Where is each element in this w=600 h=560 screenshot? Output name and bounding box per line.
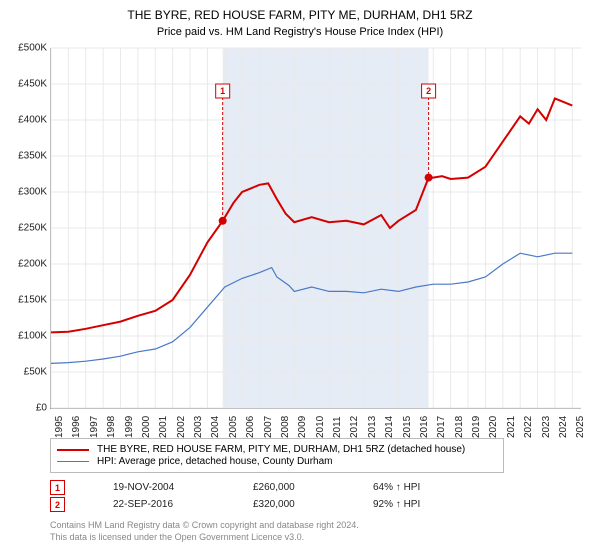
- x-tick-label: 2015: [402, 416, 413, 438]
- legend-swatch: [57, 449, 89, 451]
- y-tick-label: £250K: [18, 223, 47, 234]
- sale-marker: 1: [50, 480, 65, 495]
- x-tick-label: 2012: [349, 416, 360, 438]
- footer-line: Contains HM Land Registry data © Crown c…: [50, 520, 359, 532]
- footer: Contains HM Land Registry data © Crown c…: [50, 520, 359, 543]
- svg-text:1: 1: [220, 86, 225, 96]
- sale-price: £260,000: [253, 482, 343, 493]
- sales-row: 2 22-SEP-2016 £320,000 92% ↑ HPI: [50, 497, 450, 512]
- x-tick-label: 2016: [419, 416, 430, 438]
- y-tick-label: £50K: [24, 367, 47, 378]
- legend: THE BYRE, RED HOUSE FARM, PITY ME, DURHA…: [50, 438, 504, 473]
- y-tick-label: £500K: [18, 43, 47, 54]
- x-tick-label: 1995: [54, 416, 65, 438]
- x-tick-label: 1996: [71, 416, 82, 438]
- y-tick-label: £150K: [18, 295, 47, 306]
- legend-label: HPI: Average price, detached house, Coun…: [97, 456, 333, 467]
- x-tick-label: 1997: [89, 416, 100, 438]
- x-tick-label: 2022: [523, 416, 534, 438]
- y-tick-label: £100K: [18, 331, 47, 342]
- x-tick-label: 2011: [332, 416, 343, 438]
- x-tick-label: 2013: [367, 416, 378, 438]
- svg-text:2: 2: [426, 86, 431, 96]
- page-title: THE BYRE, RED HOUSE FARM, PITY ME, DURHA…: [0, 0, 600, 24]
- legend-item: HPI: Average price, detached house, Coun…: [57, 456, 497, 467]
- x-tick-label: 2007: [263, 416, 274, 438]
- page-subtitle: Price paid vs. HM Land Registry's House …: [0, 24, 600, 38]
- y-tick-label: £300K: [18, 187, 47, 198]
- sale-pct: 92% ↑ HPI: [373, 499, 420, 510]
- x-tick-label: 2017: [436, 416, 447, 438]
- x-tick-label: 2020: [488, 416, 499, 438]
- y-tick-label: £450K: [18, 79, 47, 90]
- sale-date: 22-SEP-2016: [113, 499, 223, 510]
- legend-item: THE BYRE, RED HOUSE FARM, PITY ME, DURHA…: [57, 444, 497, 455]
- x-tick-label: 2014: [384, 416, 395, 438]
- x-tick-label: 2021: [506, 416, 517, 438]
- legend-label: THE BYRE, RED HOUSE FARM, PITY ME, DURHA…: [97, 444, 465, 455]
- y-tick-label: £350K: [18, 151, 47, 162]
- x-tick-label: 2008: [280, 416, 291, 438]
- x-tick-label: 2009: [297, 416, 308, 438]
- y-tick-label: £400K: [18, 115, 47, 126]
- x-tick-label: 2023: [541, 416, 552, 438]
- x-tick-label: 2001: [158, 416, 169, 438]
- sales-row: 1 19-NOV-2004 £260,000 64% ↑ HPI: [50, 480, 450, 495]
- sale-pct: 64% ↑ HPI: [373, 482, 420, 493]
- x-tick-label: 2025: [575, 416, 586, 438]
- x-tick-label: 2004: [210, 416, 221, 438]
- sale-date: 19-NOV-2004: [113, 482, 223, 493]
- sale-marker: 2: [50, 497, 65, 512]
- y-tick-label: £0: [36, 403, 47, 414]
- legend-swatch: [57, 461, 89, 462]
- x-tick-label: 2002: [176, 416, 187, 438]
- x-tick-label: 2005: [228, 416, 239, 438]
- x-tick-label: 1998: [106, 416, 117, 438]
- sales-table: 1 19-NOV-2004 £260,000 64% ↑ HPI 2 22-SEP-201…: [50, 478, 450, 514]
- x-tick-label: 2006: [245, 416, 256, 438]
- x-tick-label: 2018: [454, 416, 465, 438]
- chart: £0£50K£100K£150K£200K£250K£300K£350K£400…: [50, 48, 581, 409]
- x-tick-label: 2003: [193, 416, 204, 438]
- x-tick-label: 2010: [315, 416, 326, 438]
- x-tick-label: 2024: [558, 416, 569, 438]
- x-tick-label: 2000: [141, 416, 152, 438]
- x-tick-label: 1999: [124, 416, 135, 438]
- footer-line: This data is licensed under the Open Gov…: [50, 532, 359, 544]
- sale-price: £320,000: [253, 499, 343, 510]
- x-tick-label: 2019: [471, 416, 482, 438]
- y-tick-label: £200K: [18, 259, 47, 270]
